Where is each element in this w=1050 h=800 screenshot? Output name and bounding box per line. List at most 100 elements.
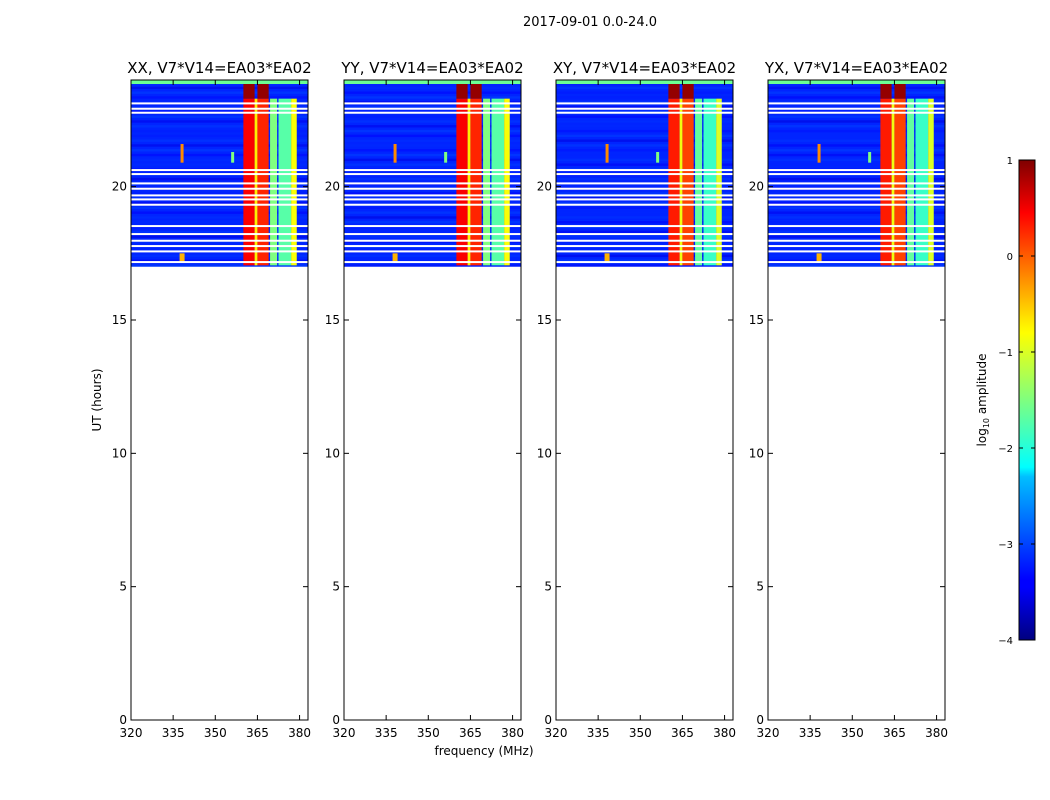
panels: XX, V7*V14=EA03*EA02 320 335 350 365 380 0 5 10 1… [112,59,948,740]
noise-band [131,158,308,162]
noise-band [556,163,733,166]
noise-band [131,129,308,133]
noise-band [344,149,521,152]
noise-band [344,134,521,138]
rfi-channel [668,98,680,266]
noise-band [556,153,733,157]
colorbar-tick-label: −2 [998,444,1013,455]
noise-band [131,206,308,210]
noise-band [768,201,945,205]
y-tick-label: 10 [112,446,127,460]
noise-band [556,264,733,267]
flagged-row [768,203,945,206]
noise-band [344,158,521,162]
noise-band [556,197,733,200]
spike [868,152,872,163]
colorbar-tick-label: −4 [998,636,1013,647]
flagged-row [768,173,945,176]
flagged-row [131,187,308,190]
noise-band [131,197,308,200]
flagged-row [768,250,945,253]
noise-band [768,115,945,118]
rfi-channel [716,98,722,266]
flagged-row [131,102,308,105]
noise-band [556,139,733,142]
y-tick-label: 10 [325,446,340,460]
spike [817,144,821,163]
flagged-row [556,245,733,248]
noise-band [556,158,733,162]
noise-band [131,101,308,104]
noise-band [556,235,733,238]
y-tick-label: 15 [112,313,127,327]
noise-band [131,86,308,90]
noise-band [131,91,308,94]
x-tick-label: 350 [841,726,864,740]
noise-band [556,134,733,138]
noise-band [344,120,521,123]
y-tick-label: 5 [332,580,340,594]
noise-band [556,105,733,109]
flagged-row [131,203,308,206]
rfi-channel [682,98,694,266]
noise-band [344,86,521,90]
x-axis-label: frequency (MHz) [434,744,533,758]
x-tick-label: 365 [671,726,694,740]
rfi-channel-peak [243,80,255,99]
rfi-channel-peak [682,80,694,99]
noise-band [131,105,308,109]
y-tick-label: 5 [119,580,127,594]
spike [179,253,185,262]
noise-band [131,120,308,123]
y-tick-label: 0 [119,713,127,727]
panel-xy: XY, V7*V14=EA03*EA02 320 335 350 365 380 0 5 10 1… [537,59,736,740]
noise-band [344,192,521,195]
flagged-row [344,194,521,197]
noise-band [768,91,945,94]
noise-band [344,153,521,157]
rfi-channel-peak [668,80,680,99]
noise-band [556,96,733,99]
flagged-row [344,198,521,201]
rfi-channel [467,98,471,266]
noise-band [131,115,308,118]
spike [393,144,397,163]
y-tick-label: 15 [325,313,340,327]
noise-band [556,129,733,133]
rfi-channel [703,98,717,266]
flagged-row [344,107,521,110]
noise-band [131,149,308,152]
noise-band [131,96,308,99]
flagged-row [556,182,733,185]
x-tick-label: 335 [162,726,185,740]
rfi-channel [456,98,468,266]
rfi-channel [679,98,683,266]
flagged-row [556,261,733,264]
x-tick-label: 380 [925,726,948,740]
flagged-row [556,173,733,176]
x-tick-label: 365 [883,726,906,740]
y-tick-label: 10 [749,446,764,460]
x-tick-label: 320 [333,726,356,740]
flagged-row [768,182,945,185]
flagged-row [556,225,733,228]
noise-band [344,206,521,210]
flagged-row [556,239,733,242]
flagged-row [344,182,521,185]
noise-band [768,206,945,210]
rfi-channel [491,98,505,266]
y-tick-label: 5 [544,580,552,594]
noise-band [344,163,521,166]
flagged-row [768,187,945,190]
spike [444,152,448,163]
noise-band [131,230,308,234]
noise-band [344,125,521,128]
panel-xx: XX, V7*V14=EA03*EA02 320 335 350 365 380 0 5 10 1… [112,59,312,740]
spike [231,152,235,163]
spike [816,253,822,262]
noise-band [131,153,308,157]
colorbar-tick-label: −1 [998,348,1013,359]
flagged-row [768,198,945,201]
spike [656,152,660,163]
